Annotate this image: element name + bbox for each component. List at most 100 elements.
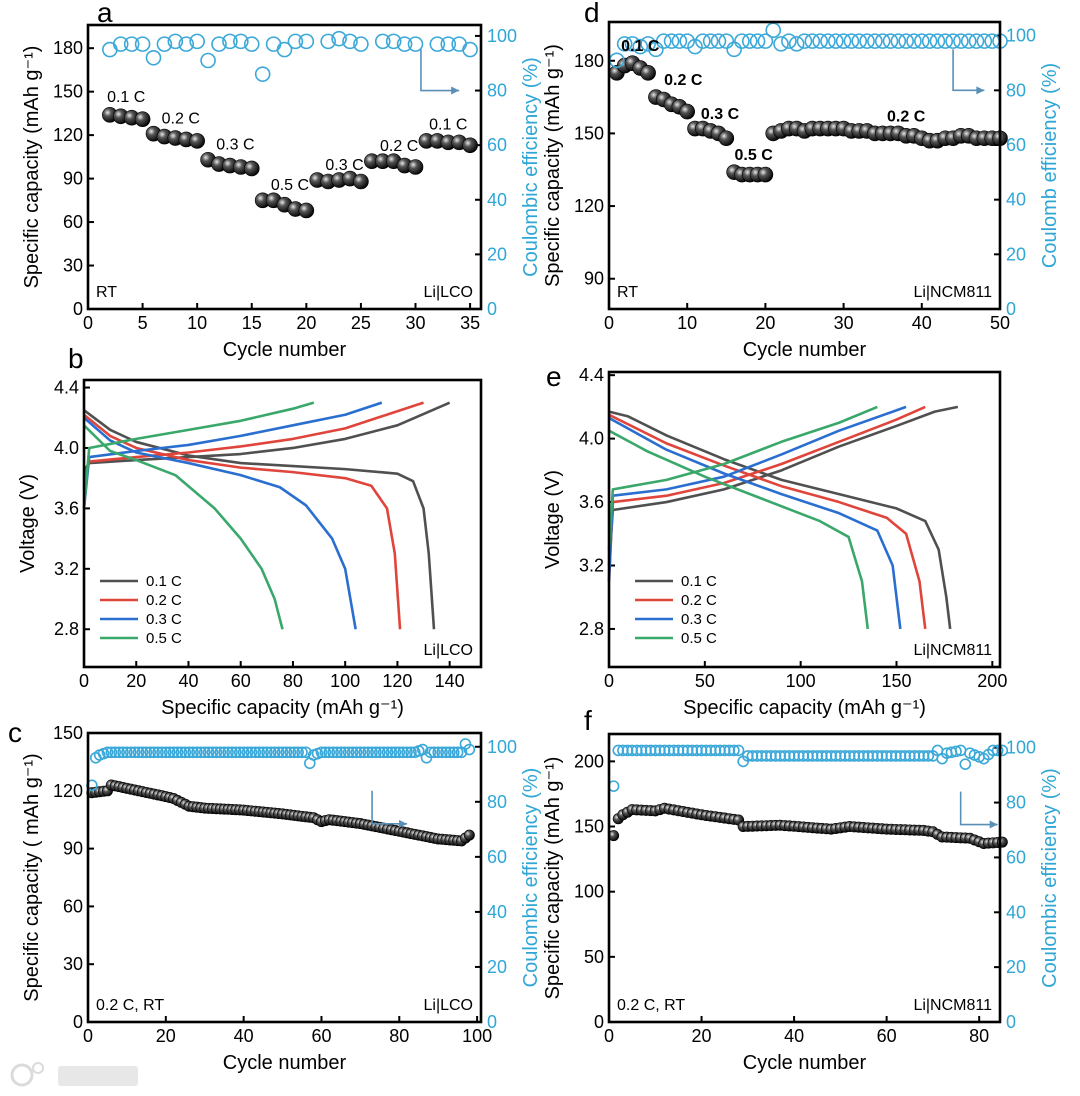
y2-axis-label: Coulombic efficiency (%) — [520, 57, 542, 277]
plot-frame — [86, 731, 483, 1024]
x-tick-label: 20 — [755, 313, 775, 333]
y-tick-label: 90 — [63, 839, 83, 859]
ce-series — [607, 744, 1009, 792]
ce-point — [261, 746, 273, 759]
right-axis-arrow-icon — [371, 790, 408, 825]
x-tick-label: 140 — [435, 671, 465, 691]
ce-point — [960, 33, 977, 49]
y-tick-label: 0 — [73, 299, 83, 319]
x-tick-label: 10 — [187, 313, 207, 333]
capacity-point — [243, 160, 260, 177]
ce-point — [342, 746, 355, 759]
discharge-curve-0.3C — [83, 416, 357, 630]
ce-point — [370, 746, 382, 759]
ce-point — [616, 36, 633, 52]
ce-point — [922, 750, 935, 762]
ce-point — [346, 746, 359, 759]
legend-label: 0.3 C — [146, 611, 182, 628]
y2-tick-label: 40 — [487, 902, 507, 922]
y2-tick-label: 20 — [1006, 244, 1026, 264]
capacity-series — [608, 802, 1008, 849]
ce-point — [859, 33, 875, 49]
x-tick-label: 0 — [83, 1026, 93, 1046]
arrow-head-icon — [451, 86, 460, 95]
panel-b: b 0 20 40 60 80 100 120 140 2.8 3.2 3.6 4.0 4.4 Specif… — [17, 343, 483, 719]
x-tick-label: 35 — [460, 313, 480, 333]
y-tick-label: 90 — [584, 269, 604, 289]
ce-point — [385, 33, 402, 50]
x-tick-label: 40 — [178, 671, 198, 691]
y-tick-label: 60 — [63, 212, 83, 232]
ce-point — [440, 746, 452, 759]
ce-point — [284, 746, 297, 759]
ce-point — [781, 33, 797, 49]
y-tick-label: 150 — [53, 723, 83, 743]
watermark-mark-icon — [32, 1062, 44, 1074]
x-tick-label: 0 — [604, 671, 614, 691]
y-tick-label: 3.2 — [579, 555, 604, 575]
y2-tick-label: 100 — [487, 737, 517, 757]
capacity-point — [189, 133, 205, 149]
y-tick-label: 150 — [574, 817, 604, 837]
y-tick-label: 120 — [53, 125, 83, 145]
ce-point — [393, 746, 406, 759]
ce-point — [428, 746, 441, 759]
legend-label: 0.2 C — [681, 592, 717, 609]
ce-point — [144, 746, 157, 759]
x-axis-label: Cycle number — [743, 339, 867, 361]
ce-point — [984, 33, 1000, 49]
cell-label: Li|LCO — [423, 642, 473, 659]
charge-curve-0.5C — [82, 401, 315, 509]
y-tick-label: 90 — [63, 169, 83, 189]
ce-point — [296, 746, 308, 759]
ce-point — [726, 41, 742, 58]
right-axis-arrow-icon — [420, 49, 460, 92]
panel-letter: a — [97, 0, 113, 28]
ce-point — [179, 746, 192, 759]
ce-point — [183, 746, 195, 759]
cell-label: Li|NCM811 — [913, 284, 992, 301]
x-tick-label: 100 — [330, 671, 360, 691]
x-tick-label: 25 — [351, 313, 371, 333]
y2-tick-label: 20 — [487, 957, 507, 977]
ce-point — [424, 746, 437, 759]
ce-point — [835, 33, 852, 49]
panel-a: a 0 5 10 15 20 25 30 35 0 30 60 90 120 150 180 0 20 40 60 80… — [21, 0, 542, 361]
ce-point — [451, 746, 464, 759]
right-axis-arrow-icon — [959, 791, 998, 826]
ce-point — [462, 41, 478, 58]
panel-letter: e — [546, 361, 562, 392]
legend-label: 0.5 C — [146, 630, 182, 647]
ce-point — [253, 746, 266, 759]
capacity-point — [757, 166, 774, 183]
ce-point — [167, 33, 184, 50]
charge-curve-0.2C — [82, 401, 424, 479]
ce-point — [206, 746, 219, 759]
ce-point — [354, 746, 367, 759]
x-tick-label: 60 — [231, 671, 251, 691]
rate-annotation: 0.2 C — [887, 108, 926, 125]
ce-point — [451, 36, 467, 52]
ce-point — [254, 66, 271, 82]
legend-label: 0.1 C — [681, 573, 717, 590]
x-tick-label: 30 — [405, 313, 425, 333]
y-tick-label: 4.0 — [54, 438, 79, 458]
ce-point — [440, 36, 457, 52]
ce-point — [265, 746, 277, 759]
x-tick-label: 80 — [389, 1026, 409, 1046]
y2-tick-label: 100 — [1006, 738, 1036, 758]
y2-tick-label: 80 — [1006, 793, 1026, 813]
panel-f: f0 20 40 60 80050100150200020406080100Coulom… — [542, 705, 1061, 1074]
capacity-point — [718, 130, 735, 147]
x-tick-label: 50 — [990, 313, 1010, 333]
ce-point — [230, 746, 242, 759]
y2-tick-label: 0 — [487, 1012, 497, 1032]
capacity-series — [102, 107, 478, 219]
discharge-curve-0.2C — [608, 413, 927, 630]
ce-point — [765, 22, 782, 39]
ce-point — [112, 36, 129, 52]
ce-point — [788, 36, 805, 52]
ce-point — [237, 746, 250, 759]
ce-point — [156, 746, 168, 759]
capacity-point — [462, 137, 478, 154]
